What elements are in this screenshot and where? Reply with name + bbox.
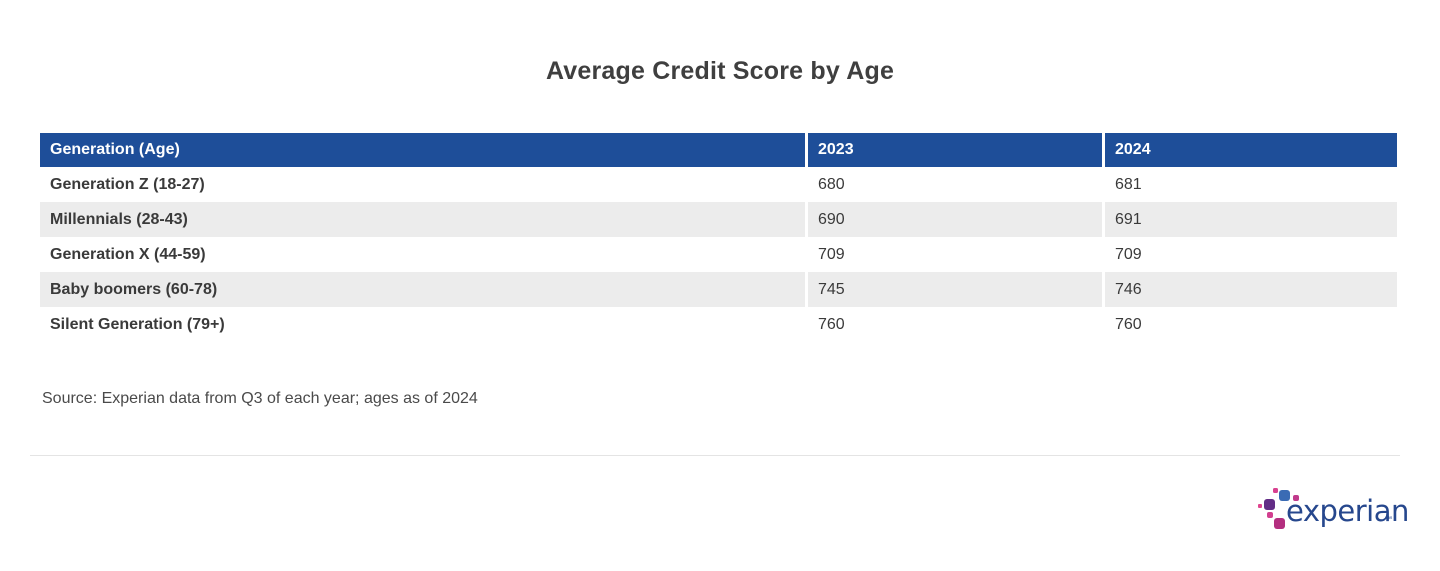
credit-score-table: Generation (Age) 2023 2024 Generation Z … [40,133,1397,342]
logo-magenta-dot-right [1293,495,1299,501]
score-2024-cell: 681 [1102,167,1397,202]
experian-wordmark: experian [1286,494,1409,528]
logo-magenta-square [1274,518,1285,529]
trademark-symbol: ™ [1385,516,1392,523]
table-row: Silent Generation (79+) 760 760 [40,307,1397,342]
logo-pink-dot-left [1258,504,1262,508]
source-note: Source: Experian data from Q3 of each ye… [42,390,478,407]
header-2023: 2023 [805,133,1102,167]
table-row: Baby boomers (60-78) 745 746 [40,272,1397,307]
footer-divider [30,455,1400,456]
page-title: Average Credit Score by Age [545,57,895,85]
logo-purple-square [1264,499,1275,510]
experian-logo: experian ™ [1256,482,1409,540]
table-row: Generation X (44-59) 709 709 [40,237,1397,272]
score-2023-cell: 709 [805,237,1102,272]
score-2024-cell: 709 [1102,237,1397,272]
generation-cell: Silent Generation (79+) [40,307,805,342]
generation-cell: Generation X (44-59) [40,237,805,272]
logo-pink-dot-bottom [1267,512,1273,518]
score-2024-cell: 760 [1102,307,1397,342]
generation-cell: Generation Z (18-27) [40,167,805,202]
table-row: Generation Z (18-27) 680 681 [40,167,1397,202]
logo-pink-dot-top [1273,488,1278,493]
score-2023-cell: 745 [805,272,1102,307]
score-2023-cell: 690 [805,202,1102,237]
score-2024-cell: 691 [1102,202,1397,237]
table-row: Millennials (28-43) 690 691 [40,202,1397,237]
experian-logo-mark-icon [1256,482,1306,532]
generation-cell: Millennials (28-43) [40,202,805,237]
score-2023-cell: 680 [805,167,1102,202]
generation-cell: Baby boomers (60-78) [40,272,805,307]
header-2024: 2024 [1102,133,1397,167]
logo-blue-square [1279,490,1290,501]
header-generation: Generation (Age) [40,133,805,167]
score-2023-cell: 760 [805,307,1102,342]
score-2024-cell: 746 [1102,272,1397,307]
table-header-row: Generation (Age) 2023 2024 [40,133,1397,167]
